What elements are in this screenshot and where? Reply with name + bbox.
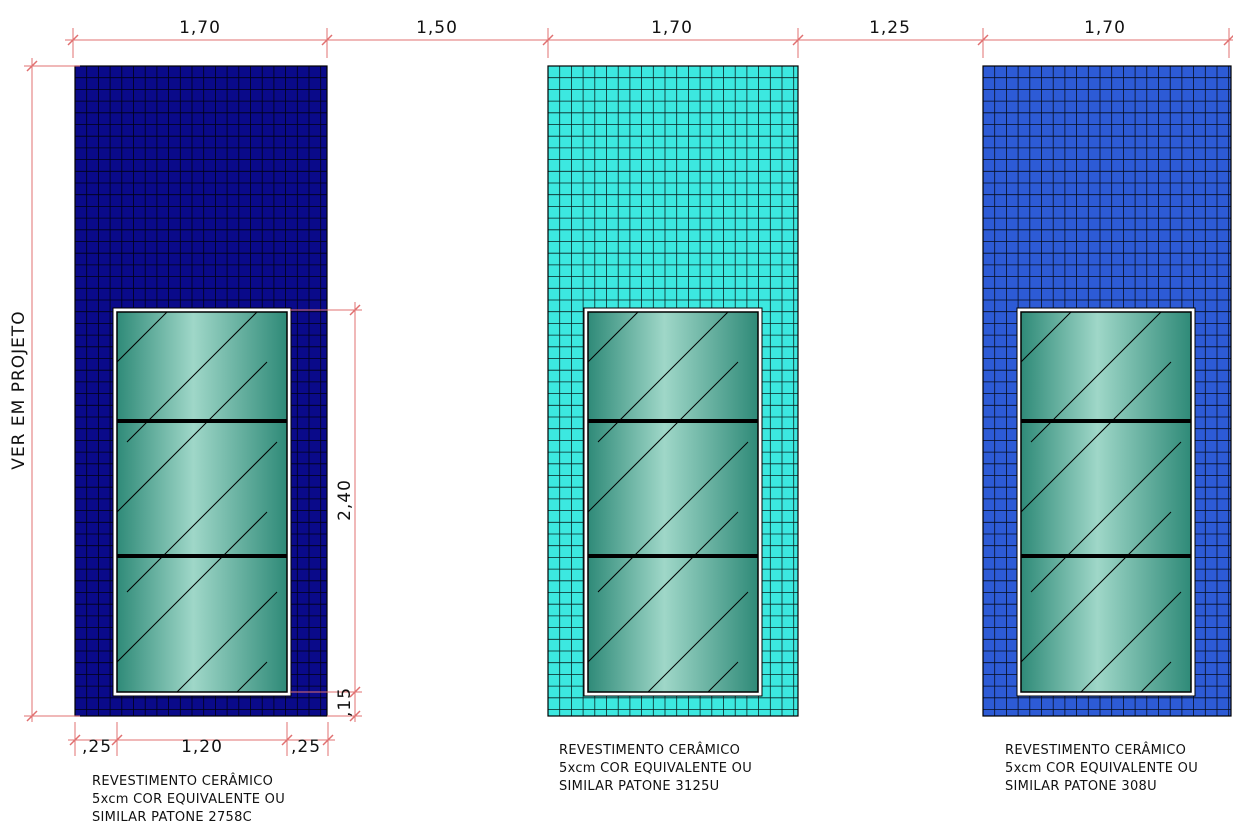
hatch-line <box>117 312 168 363</box>
panel-3-note-line-2: 5xcm COR EQUIVALENTE OU <box>1005 761 1198 776</box>
hatch-line <box>588 361 739 513</box>
hatch-line <box>707 661 739 692</box>
panel-3 <box>982 65 1232 717</box>
panel-1-note-line-1: REVESTIMENTO CERÂMICO <box>92 773 273 789</box>
hatch-line <box>126 441 278 593</box>
panel-1-note-line-2: 5xcm COR EQUIVALENTE OU <box>92 792 285 807</box>
hatch-line <box>588 312 639 363</box>
side-dimensions <box>24 58 362 756</box>
dimension-tick <box>1223 34 1233 46</box>
hatch-line <box>1021 511 1172 663</box>
panel-3-note: REVESTIMENTO CERÂMICO 5xcm COR EQUIVALEN… <box>1005 742 1198 794</box>
left-dimension-label: VER EM PROJETO <box>9 310 29 469</box>
hatch-line <box>1021 361 1172 513</box>
panel-1-note-line-3: SIMILAR PATONE 2758C <box>92 810 252 825</box>
hatch-line <box>126 312 258 443</box>
sill-height-label: ,15 <box>335 687 355 717</box>
top-dimension-chain <box>65 28 1233 58</box>
dimension-tick <box>69 734 81 746</box>
dimension-tick <box>542 34 554 46</box>
dimension-tick <box>111 734 123 746</box>
dimension-tick <box>26 710 38 722</box>
top-dim-2: 1,50 <box>416 18 458 38</box>
dimension-tick <box>67 34 79 46</box>
glass-hatching <box>588 312 749 692</box>
top-dim-1: 1,70 <box>179 18 221 38</box>
hatch-line <box>117 361 268 513</box>
panel-2-note-line-2: 5xcm COR EQUIVALENTE OU <box>559 761 752 776</box>
panel-1 <box>74 65 328 717</box>
dimension-tick <box>26 60 38 72</box>
hatch-line <box>597 312 729 443</box>
dimension-tick <box>349 710 361 722</box>
dimension-tick <box>281 734 293 746</box>
glass-hatching <box>1021 312 1182 692</box>
hatch-line <box>1080 591 1182 692</box>
panel-3-note-line-1: REVESTIMENTO CERÂMICO <box>1005 742 1186 758</box>
panel-2-note-line-3: SIMILAR PATONE 3125U <box>559 779 719 794</box>
hatch-line <box>588 511 739 663</box>
dimension-tick <box>792 34 804 46</box>
hatch-line <box>236 661 268 692</box>
hatch-line <box>1140 661 1172 692</box>
hatch-line <box>1030 312 1162 443</box>
glass-hatching <box>117 312 278 692</box>
panel-outline <box>547 65 799 717</box>
dimension-tick <box>977 34 989 46</box>
panel-2-note-line-1: REVESTIMENTO CERÂMICO <box>559 742 740 758</box>
bottom-dim-right: ,25 <box>291 737 321 757</box>
bottom-dim-left: ,25 <box>82 737 112 757</box>
hatch-line <box>597 441 749 593</box>
window-glass <box>116 311 288 693</box>
dimension-tick <box>349 304 361 316</box>
top-dim-5: 1,70 <box>1084 18 1126 38</box>
top-dim-4: 1,25 <box>869 18 911 38</box>
hatch-line <box>117 511 268 663</box>
window-glass <box>1020 311 1192 693</box>
dimension-tick <box>321 34 333 46</box>
dimension-tick <box>349 686 361 698</box>
panel-2 <box>547 65 799 717</box>
window-height-label: 2,40 <box>335 479 355 521</box>
panel-2-note: REVESTIMENTO CERÂMICO 5xcm COR EQUIVALEN… <box>559 742 752 794</box>
window-glass <box>587 311 759 693</box>
panel-outline <box>74 65 328 717</box>
panels-layer <box>74 65 1232 717</box>
hatch-line <box>647 591 749 692</box>
hatch-line <box>1030 441 1182 593</box>
hatch-line <box>176 591 278 692</box>
panel-3-note-line-3: SIMILAR PATONE 308U <box>1005 779 1157 794</box>
top-dim-3: 1,70 <box>651 18 693 38</box>
panel-1-note: REVESTIMENTO CERÂMICO 5xcm COR EQUIVALEN… <box>92 773 285 825</box>
hatch-line <box>1021 312 1072 363</box>
panel-outline <box>982 65 1232 717</box>
bottom-dim-center: 1,20 <box>181 737 223 757</box>
dimension-tick <box>322 734 334 746</box>
